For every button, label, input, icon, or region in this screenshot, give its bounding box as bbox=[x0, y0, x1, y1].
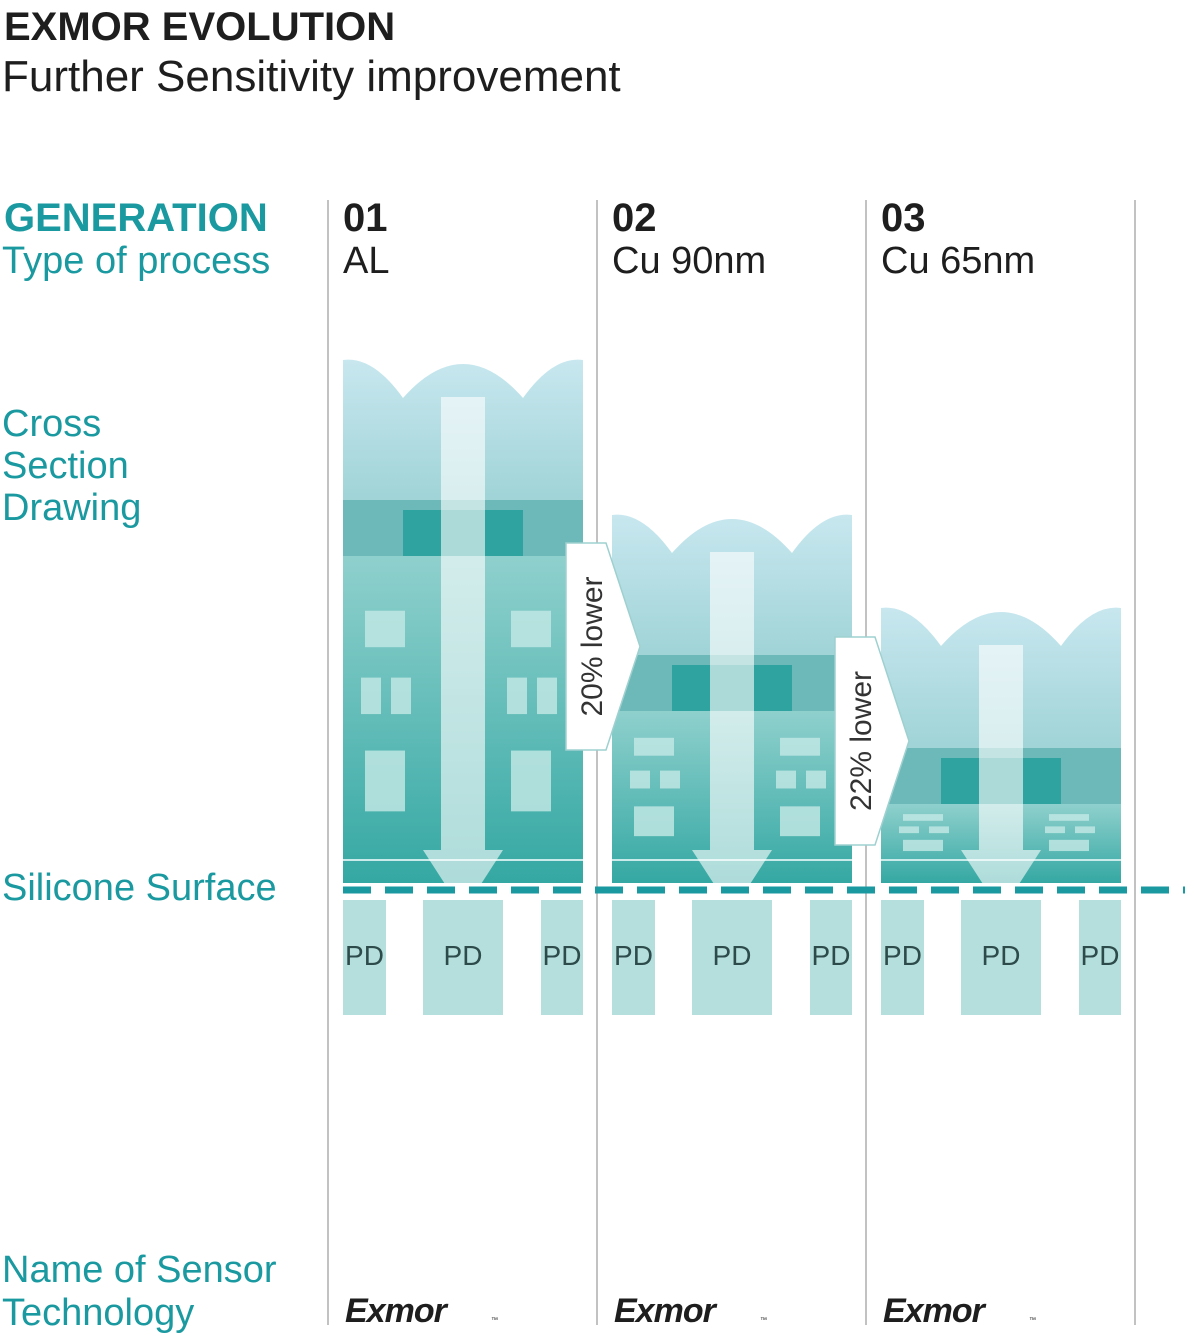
generation-number: 03 bbox=[881, 196, 926, 240]
wiring-block bbox=[776, 770, 796, 789]
wiring-block bbox=[391, 677, 411, 715]
trademark: ™ bbox=[1029, 1317, 1036, 1324]
row-label: Section bbox=[2, 445, 129, 487]
wiring-block bbox=[806, 770, 826, 789]
wiring-block bbox=[899, 826, 919, 834]
pd-label: PD bbox=[883, 940, 922, 971]
light-arrow bbox=[961, 645, 1041, 912]
pd-label: PD bbox=[713, 940, 752, 971]
cross-section: PD PD PD bbox=[881, 607, 1121, 1015]
wiring-block bbox=[537, 677, 557, 715]
pd-label: PD bbox=[1081, 940, 1120, 971]
row-label: Drawing bbox=[2, 487, 141, 529]
wiring-block bbox=[929, 826, 949, 834]
sensor-logo: Exmor bbox=[614, 1292, 718, 1330]
photodiode bbox=[881, 900, 924, 1015]
photodiode bbox=[423, 900, 503, 1015]
generation-number: 01 bbox=[343, 196, 388, 240]
row-label: Name of Sensor bbox=[2, 1249, 277, 1291]
pd-label: PD bbox=[444, 940, 483, 971]
wiring-block bbox=[1049, 839, 1089, 852]
wiring-block bbox=[780, 806, 820, 837]
trademark: ™ bbox=[491, 1317, 498, 1324]
title: EXMOR EVOLUTION bbox=[4, 5, 395, 49]
cross-section: PD PD PD bbox=[612, 514, 852, 1015]
photodiode bbox=[692, 900, 772, 1015]
light-arrow bbox=[423, 397, 503, 912]
sensor-logo: Exmor bbox=[345, 1292, 449, 1330]
wiring-block bbox=[511, 750, 551, 812]
callout-arrow bbox=[565, 542, 641, 751]
sensor-logo: Exmor bbox=[883, 1292, 987, 1330]
callout-text: 20% lower bbox=[576, 576, 609, 716]
wiring-block bbox=[1045, 826, 1065, 834]
photodiode bbox=[810, 900, 852, 1015]
pd-label: PD bbox=[543, 940, 582, 971]
process-type: AL bbox=[343, 240, 389, 282]
wiring-block bbox=[634, 737, 674, 756]
photodiode bbox=[1079, 900, 1121, 1015]
cross-section: PD PD PD bbox=[343, 359, 583, 1015]
light-arrow bbox=[692, 552, 772, 912]
callout-text: 22% lower bbox=[845, 671, 878, 811]
process-type: Cu 65nm bbox=[881, 240, 1035, 282]
wiring-block bbox=[361, 677, 381, 715]
photodiode bbox=[541, 900, 583, 1015]
row-label: Type of process bbox=[2, 240, 270, 282]
wiring-block bbox=[1049, 814, 1089, 821]
wiring-block bbox=[903, 839, 943, 852]
photodiode bbox=[612, 900, 655, 1015]
row-label: Silicone Surface bbox=[2, 867, 277, 909]
photodiode bbox=[961, 900, 1041, 1015]
wiring-block bbox=[634, 806, 674, 837]
wiring-block bbox=[660, 770, 680, 789]
wiring-block bbox=[365, 750, 405, 812]
trademark: ™ bbox=[760, 1317, 767, 1324]
callout-arrow bbox=[834, 636, 910, 846]
pd-label: PD bbox=[812, 940, 851, 971]
wiring-block bbox=[365, 610, 405, 648]
row-label: Cross bbox=[2, 403, 101, 445]
pd-label: PD bbox=[982, 940, 1021, 971]
wiring-block bbox=[780, 737, 820, 756]
wiring-block bbox=[630, 770, 650, 789]
row-label: GENERATION bbox=[4, 196, 268, 240]
wiring-block bbox=[511, 610, 551, 648]
photodiode bbox=[343, 900, 386, 1015]
process-type: Cu 90nm bbox=[612, 240, 766, 282]
generation-number: 02 bbox=[612, 196, 657, 240]
pd-label: PD bbox=[614, 940, 653, 971]
wiring-block bbox=[1075, 826, 1095, 834]
wiring-block bbox=[507, 677, 527, 715]
wiring-block bbox=[903, 814, 943, 821]
row-label: Technology bbox=[2, 1292, 194, 1334]
subtitle: Further Sensitivity improvement bbox=[2, 52, 621, 101]
pd-label: PD bbox=[345, 940, 384, 971]
